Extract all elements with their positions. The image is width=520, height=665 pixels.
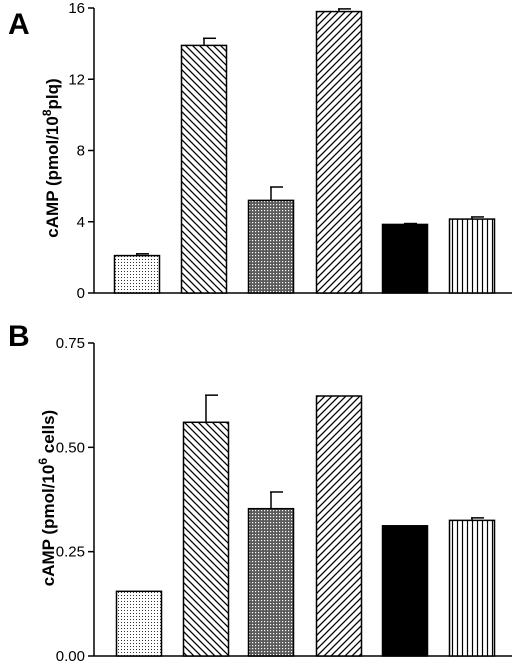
bar-6 — [448, 218, 496, 294]
panel-b-letter: B — [8, 320, 30, 353]
panel-a-letter: A — [8, 8, 30, 41]
panel-b: B cAMP (pmol/106 cells) 0.00 0.25 0.50 0.75 — [8, 320, 512, 665]
bar-4 — [315, 395, 363, 657]
bar-2 — [182, 421, 230, 657]
bar-6 — [448, 519, 496, 657]
bar-5 — [381, 525, 429, 657]
bar-5 — [381, 223, 429, 294]
y-tick-label: 0 — [77, 285, 85, 302]
bar-1 — [113, 254, 161, 294]
panel-a-plot: 0 4 8 12 16 — [68, 0, 512, 302]
bar-4 — [315, 10, 363, 294]
y-tick-label: 0.75 — [56, 335, 85, 352]
panel-b-plot: 0.00 0.25 0.50 0.75 — [56, 335, 512, 665]
y-tick-label: 0.00 — [56, 648, 85, 665]
panel-a: A cAMP (pmol/108plq) 0 4 8 12 16 — [8, 0, 512, 302]
y-tick-label: 16 — [68, 0, 85, 17]
panel-b-ylabel: cAMP (pmol/106 cells) — [36, 410, 58, 586]
bar-1 — [115, 590, 163, 657]
panel-a-ylabel: cAMP (pmol/108plq) — [40, 78, 62, 237]
y-tick-label: 0.50 — [56, 439, 85, 456]
bar-2 — [180, 44, 228, 294]
y-tick-label: 4 — [77, 214, 85, 231]
bar-3 — [247, 507, 295, 657]
bar-3 — [247, 199, 295, 294]
y-tick-label: 0.25 — [56, 544, 85, 561]
y-tick-label: 8 — [77, 143, 85, 160]
y-tick-label: 12 — [68, 71, 85, 88]
